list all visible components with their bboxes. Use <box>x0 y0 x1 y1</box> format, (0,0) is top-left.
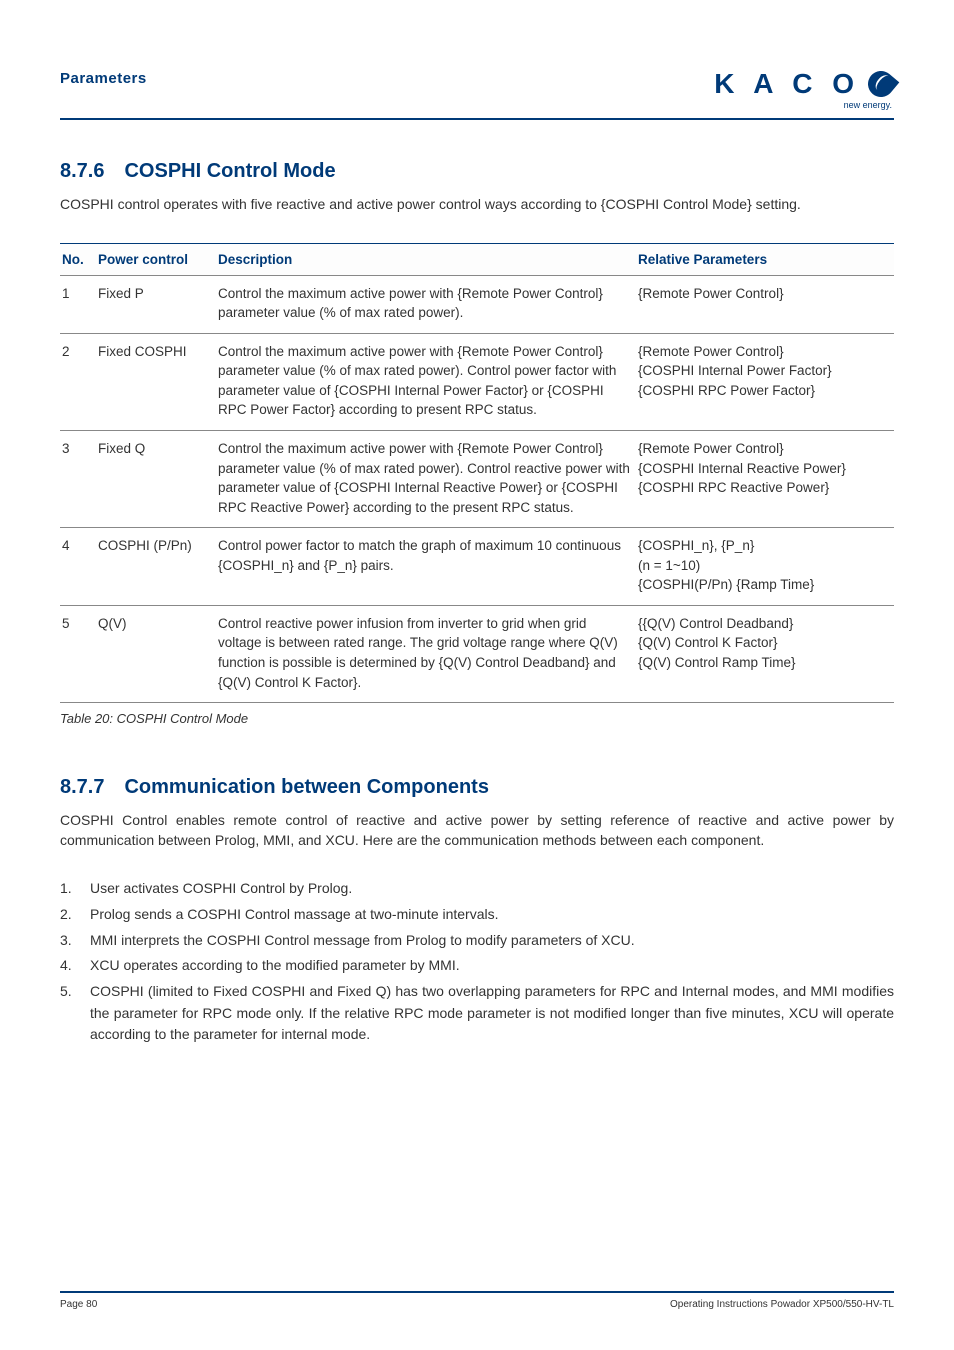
communication-steps-list: 1. User activates COSPHI Control by Prolo… <box>60 878 894 1046</box>
relative-parameter-item: {COSPHI_n}, {P_n} <box>638 536 888 556</box>
cosphi-control-mode-table: No. Power control Description Relative P… <box>60 243 894 704</box>
table-row: 3Fixed QControl the maximum active power… <box>60 430 894 527</box>
section-number: 8.7.6 <box>60 160 104 183</box>
list-item: 3. MMI interprets the COSPHI Control mess… <box>60 930 894 952</box>
footer-page: Page 80 <box>60 1299 97 1310</box>
page-header: Parameters K A C O new energy. <box>60 70 894 110</box>
list-item-text: MMI interprets the COSPHI Control messag… <box>90 930 635 952</box>
cell-no: 1 <box>60 275 96 333</box>
list-item: 5.COSPHI (limited to Fixed COSPHI and Fi… <box>60 981 894 1046</box>
relative-parameter-item: {Remote Power Control} <box>638 284 888 304</box>
col-header-no: No. <box>60 243 96 275</box>
cell-power-control: Fixed P <box>96 275 216 333</box>
section-number: 8.7.7 <box>60 776 104 799</box>
cell-relative-parameters: {Remote Power Control} <box>636 275 894 333</box>
relative-parameter-item: {{Q(V) Control Deadband} <box>638 614 888 634</box>
cell-power-control: Fixed Q <box>96 430 216 527</box>
list-item-text: User activates COSPHI Control by Prolog. <box>90 878 352 900</box>
cell-relative-parameters: {Remote Power Control}{COSPHI Internal P… <box>636 333 894 430</box>
cell-no: 5 <box>60 605 96 702</box>
relative-parameter-item: {COSPHI(P/Pn) {Ramp Time} <box>638 575 888 595</box>
list-item-number: 5. <box>60 981 78 1046</box>
list-item-text: COSPHI (limited to Fixed COSPHI and Fixe… <box>90 981 894 1046</box>
list-item: 4. XCU operates according to the modified… <box>60 955 894 977</box>
cell-no: 2 <box>60 333 96 430</box>
relative-parameter-item: {COSPHI Internal Reactive Power} <box>638 459 888 479</box>
footer-doc-title: Operating Instructions Powador XP500/550… <box>670 1299 894 1310</box>
cell-relative-parameters: {Remote Power Control}{COSPHI Internal R… <box>636 430 894 527</box>
footer-row: Page 80 Operating Instructions Powador X… <box>60 1299 894 1310</box>
list-item-number: 4. <box>60 955 78 977</box>
cell-relative-parameters: {COSPHI_n}, {P_n}(n = 1~10){COSPHI(P/Pn)… <box>636 528 894 606</box>
logo-subtitle: new energy. <box>844 100 892 110</box>
table-caption: Table 20: COSPHI Control Mode <box>60 711 894 726</box>
table-row: 5Q(V)Control reactive power infusion fro… <box>60 605 894 702</box>
relative-parameter-item: {Remote Power Control} <box>638 439 888 459</box>
list-item-number: 1. <box>60 878 78 900</box>
relative-parameter-item: {COSPHI RPC Power Factor} <box>638 381 888 401</box>
relative-parameter-item: (n = 1~10) <box>638 556 888 576</box>
cell-description: Control power factor to match the graph … <box>216 528 636 606</box>
col-header-description: Description <box>216 243 636 275</box>
table-row: 1Fixed PControl the maximum active power… <box>60 275 894 333</box>
list-item-number: 3. <box>60 930 78 952</box>
relative-parameter-item: {Remote Power Control} <box>638 342 888 362</box>
section-intro-8-7-7: COSPHI Control enables remote control of… <box>60 811 894 850</box>
leaf-icon <box>863 66 900 103</box>
list-item: 2. Prolog sends a COSPHI Control massage … <box>60 904 894 926</box>
logo-letters: K A C O <box>714 70 860 98</box>
relative-parameter-item: {Q(V) Control Ramp Time} <box>638 653 888 673</box>
section-heading-8-7-7: 8.7.7 Communication between Components <box>60 776 894 799</box>
list-item: 1. User activates COSPHI Control by Prolo… <box>60 878 894 900</box>
section-heading-8-7-6: 8.7.6 COSPHI Control Mode <box>60 160 894 183</box>
list-item-text: Prolog sends a COSPHI Control massage at… <box>90 904 499 926</box>
page-footer: Page 80 Operating Instructions Powador X… <box>60 1291 894 1310</box>
cell-power-control: Q(V) <box>96 605 216 702</box>
table-row: 4COSPHI (P/Pn)Control power factor to ma… <box>60 528 894 606</box>
table-header-row: No. Power control Description Relative P… <box>60 243 894 275</box>
cell-no: 3 <box>60 430 96 527</box>
section-title: Communication between Components <box>124 776 488 799</box>
col-header-relative-parameters: Relative Parameters <box>636 243 894 275</box>
cell-description: Control the maximum active power with {R… <box>216 430 636 527</box>
list-item-text: XCU operates according to the modified p… <box>90 955 460 977</box>
cell-relative-parameters: {{Q(V) Control Deadband}{Q(V) Control K … <box>636 605 894 702</box>
header-section-label: Parameters <box>60 70 147 87</box>
col-header-power-control: Power control <box>96 243 216 275</box>
logo-text: K A C O <box>714 70 894 98</box>
relative-parameter-item: {COSPHI RPC Reactive Power} <box>638 478 888 498</box>
header-rule <box>60 118 894 120</box>
section-title: COSPHI Control Mode <box>124 160 335 183</box>
footer-rule <box>60 1291 894 1293</box>
cell-no: 4 <box>60 528 96 606</box>
cell-power-control: COSPHI (P/Pn) <box>96 528 216 606</box>
cell-description: Control the maximum active power with {R… <box>216 275 636 333</box>
cell-description: Control reactive power infusion from inv… <box>216 605 636 702</box>
table-row: 2Fixed COSPHIControl the maximum active … <box>60 333 894 430</box>
logo: K A C O new energy. <box>714 70 894 110</box>
section-intro-8-7-6: COSPHI control operates with five reacti… <box>60 195 894 215</box>
relative-parameter-item: {Q(V) Control K Factor} <box>638 633 888 653</box>
list-item-number: 2. <box>60 904 78 926</box>
cell-description: Control the maximum active power with {R… <box>216 333 636 430</box>
relative-parameter-item: {COSPHI Internal Power Factor} <box>638 361 888 381</box>
cell-power-control: Fixed COSPHI <box>96 333 216 430</box>
